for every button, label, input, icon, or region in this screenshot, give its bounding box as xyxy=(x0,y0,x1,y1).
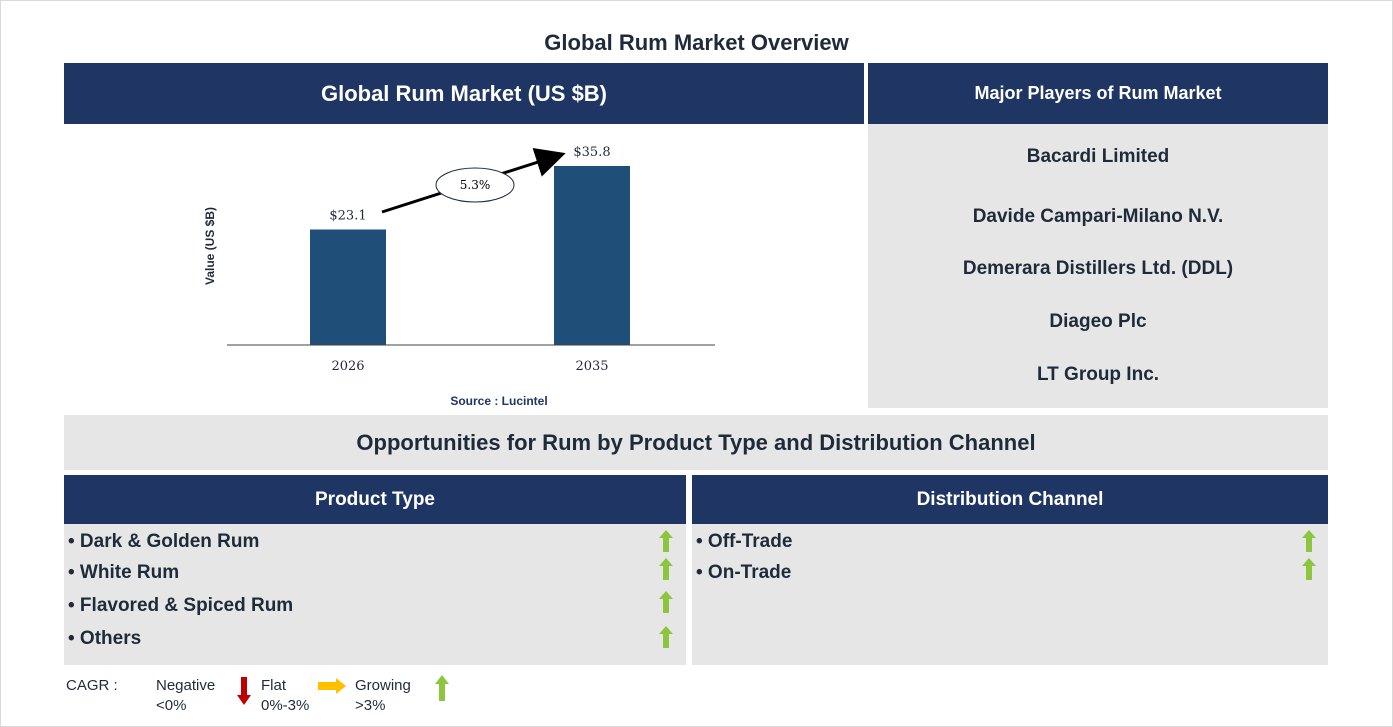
product-type-panel: • Dark & Golden Rum • White Rum • Flavor… xyxy=(64,524,686,665)
product-type-item: • White Rum xyxy=(68,562,180,583)
player-item: Bacardi Limited xyxy=(1026,146,1170,167)
growing-arrow-icon xyxy=(1302,558,1316,580)
product-type-item: • Dark & Golden Rum xyxy=(68,531,260,552)
bar-2035 xyxy=(554,166,630,345)
legend-cagr-label: CAGR : xyxy=(66,677,118,694)
chart-area: Value (US $B) $23.1 2026 $35.8 2035 5.3% So… xyxy=(64,124,864,410)
distribution-channel-item: • Off-Trade xyxy=(696,531,793,552)
player-item: LT Group Inc. xyxy=(1036,364,1160,385)
chart-header: Global Rum Market (US $B) xyxy=(64,63,864,124)
growing-arrow-icon xyxy=(659,626,673,648)
cagr-label: 5.3% xyxy=(460,178,491,192)
bar-value-label: $35.8 xyxy=(573,145,610,160)
product-type-header: Product Type xyxy=(64,475,686,524)
bar-chart: Value (US $B) $23.1 2026 $35.8 2035 5.3% So… xyxy=(203,145,715,408)
chart-source: Source : Lucintel xyxy=(450,394,547,408)
growing-arrow-icon xyxy=(659,558,673,580)
growing-arrow-icon xyxy=(659,591,673,613)
x-tick-label: 2026 xyxy=(331,359,364,374)
bar-2026 xyxy=(310,229,386,345)
bar-value-label: $23.1 xyxy=(329,209,366,224)
distribution-channel-header: Distribution Channel xyxy=(692,475,1328,524)
negative-arrow-icon xyxy=(237,677,251,705)
players-panel: Bacardi Limited Davide Campari-Milano N.… xyxy=(868,124,1328,408)
distribution-channel-item: • On-Trade xyxy=(696,562,792,583)
growing-arrow-icon xyxy=(435,675,449,701)
player-item: Davide Campari-Milano N.V. xyxy=(972,206,1224,227)
y-axis-label: Value (US $B) xyxy=(203,207,217,285)
page-title: Global Rum Market Overview xyxy=(544,30,849,55)
distribution-channel-panel: • Off-Trade • On-Trade xyxy=(692,524,1328,665)
product-type-item: • Flavored & Spiced Rum xyxy=(68,595,294,616)
x-tick-label: 2035 xyxy=(575,359,608,374)
legend-growing-range: >3% xyxy=(355,697,386,714)
legend-flat-label: Flat xyxy=(261,677,287,694)
legend-flat-range: 0%-3% xyxy=(261,697,310,714)
flat-arrow-icon xyxy=(318,678,346,694)
product-type-item: • Others xyxy=(68,628,142,649)
legend-negative-range: <0% xyxy=(156,697,187,714)
opportunities-title: Opportunities for Rum by Product Type an… xyxy=(64,415,1328,470)
legend-flat: Flat 0%-3% xyxy=(261,676,309,716)
players-header: Major Players of Rum Market xyxy=(868,63,1328,124)
player-item: Diageo Plc xyxy=(1049,311,1147,332)
cagr-bubble xyxy=(435,167,515,203)
player-item: Demerara Distillers Ltd. (DDL) xyxy=(962,258,1234,279)
legend-growing: Growing >3% xyxy=(355,676,411,716)
growing-arrow-icon xyxy=(659,530,673,552)
legend-growing-label: Growing xyxy=(355,677,411,694)
legend-negative: Negative <0% xyxy=(156,676,215,716)
legend-negative-label: Negative xyxy=(156,677,216,694)
growing-arrow-icon xyxy=(1302,530,1316,552)
